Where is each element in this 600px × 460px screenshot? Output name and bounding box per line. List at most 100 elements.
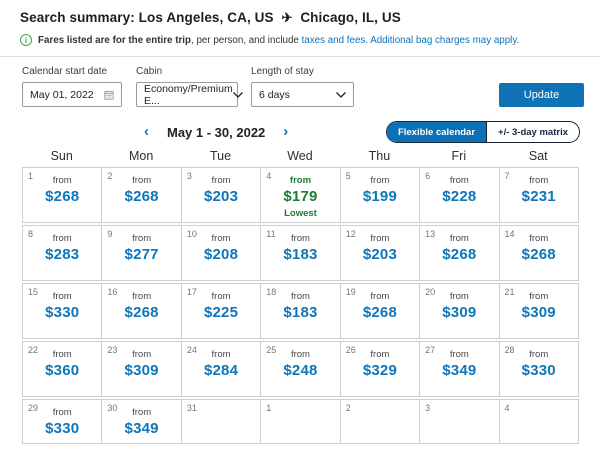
fare-cell-day-8[interactable]: 8 from $283 [22, 225, 103, 281]
fare-price: $329 [362, 362, 397, 379]
from-label: from [529, 349, 549, 360]
fare-cell-day-11[interactable]: 11 from $183 [260, 225, 341, 281]
prev-month-arrow[interactable]: ‹ [144, 123, 149, 140]
fare-cell-day-4[interactable]: 4 from $179 Lowest [260, 167, 341, 223]
fare-cell-day-24[interactable]: 24 from $284 [180, 341, 262, 397]
fare-cell-day-28[interactable]: 28 from $330 [498, 341, 579, 397]
empty-cell-day-3: 3 [419, 399, 500, 444]
start-date-field: Calendar start date May 01, 2022 [22, 66, 122, 107]
from-label: from [449, 349, 469, 360]
fare-cell-day-12[interactable]: 12 from $203 [339, 225, 421, 281]
three-day-matrix-toggle[interactable]: +/- 3-day matrix [486, 122, 579, 142]
fare-price: $268 [124, 188, 159, 205]
taxes-fees-link[interactable]: taxes and fees. [301, 34, 369, 46]
fare-price: $248 [283, 362, 318, 379]
notice-bold: Fares listed are for the entire trip [38, 34, 191, 46]
fare-cell-day-20[interactable]: 20 from $309 [419, 283, 500, 339]
fare-price: $330 [45, 304, 80, 321]
bag-charges-link[interactable]: Additional bag charges may apply. [370, 34, 520, 46]
fare-cell-day-25[interactable]: 25 from $248 [260, 341, 341, 397]
fare-cell-day-6[interactable]: 6 from $228 [419, 167, 500, 223]
flexible-calendar-toggle[interactable]: Flexible calendar [386, 122, 487, 142]
day-header-fri: Fri [451, 149, 467, 163]
fare-cell-day-26[interactable]: 26 from $329 [339, 341, 421, 397]
day-number: 27 [425, 345, 436, 355]
day-number: 6 [425, 171, 431, 181]
title-prefix: Search summary: [20, 10, 135, 25]
fare-cell-day-1[interactable]: 1 from $268 [22, 167, 103, 223]
day-number: 2 [345, 403, 351, 413]
fare-price: $183 [283, 304, 318, 321]
from-label: from [52, 175, 72, 186]
fare-cell-day-2[interactable]: 2 from $268 [101, 167, 182, 223]
fare-cell-day-23[interactable]: 23 from $309 [101, 341, 182, 397]
fare-cell-day-3[interactable]: 3 from $203 [180, 167, 262, 223]
length-of-stay-select[interactable]: 6 days [251, 82, 354, 107]
day-number: 14 [504, 229, 515, 239]
fare-price: $208 [203, 246, 239, 263]
day-number: 18 [266, 287, 277, 297]
fare-price: $330 [521, 362, 556, 379]
fare-cell-day-16[interactable]: 16 from $268 [101, 283, 182, 339]
fare-cell-day-30[interactable]: 30 from $349 [101, 399, 182, 444]
day-number: 1 [28, 171, 34, 181]
from-label: from [370, 291, 390, 302]
day-number: 10 [186, 229, 197, 239]
day-number: 26 [345, 345, 356, 355]
fare-cell-day-27[interactable]: 27 from $349 [419, 341, 500, 397]
day-number: 31 [186, 403, 197, 413]
fare-price: $284 [203, 362, 239, 379]
calendar-grid: 1 from $268 2 from $268 3 from $203 4 from $179 Lowe… [22, 167, 579, 444]
from-label: from [52, 233, 72, 244]
empty-cell-day-4: 4 [498, 399, 579, 444]
from-label: from [132, 407, 152, 418]
fare-price: $268 [442, 246, 477, 263]
day-number: 23 [107, 345, 118, 355]
start-date-input[interactable]: May 01, 2022 [22, 82, 122, 107]
day-number: 8 [28, 229, 34, 239]
fare-cell-day-7[interactable]: 7 from $231 [498, 167, 579, 223]
notice-text: Fares listed are for the entire trip, pe… [38, 35, 519, 46]
fare-cell-day-10[interactable]: 10 from $208 [180, 225, 262, 281]
fare-cell-day-22[interactable]: 22 from $360 [22, 341, 103, 397]
fare-cell-day-18[interactable]: 18 from $183 [260, 283, 341, 339]
fare-price: $183 [283, 246, 318, 263]
calendar-week: 29 from $330 30 from $349 31 1 2 3 4 [22, 399, 579, 444]
from-label: from [529, 175, 549, 186]
length-of-stay-field: Length of stay 6 days [251, 66, 354, 107]
next-month-arrow[interactable]: › [283, 123, 289, 140]
fare-cell-day-29[interactable]: 29 from $330 [22, 399, 103, 444]
fare-cell-day-17[interactable]: 17 from $225 [180, 283, 262, 339]
fare-cell-day-5[interactable]: 5 from $199 [339, 167, 421, 223]
from-label: from [211, 291, 231, 302]
day-number: 28 [504, 345, 515, 355]
fare-cell-day-9[interactable]: 9 from $277 [101, 225, 182, 281]
fare-price: $203 [203, 188, 239, 205]
from-label: from [290, 233, 310, 244]
month-navigation: ‹ May 1 - 30, 2022 › [142, 121, 290, 143]
destination-city: Chicago, IL, US [300, 10, 401, 25]
from-label: from [290, 291, 310, 302]
day-number: 13 [425, 229, 436, 239]
cabin-label: Cabin [136, 66, 163, 77]
calendar-nav: ‹ May 1 - 30, 2022 › Flexible calendar +… [0, 121, 600, 145]
day-number: 30 [107, 403, 118, 413]
fare-cell-day-21[interactable]: 21 from $309 [498, 283, 579, 339]
length-of-stay-value: 6 days [259, 88, 290, 101]
cabin-select[interactable]: Economy/Premium E... [136, 82, 243, 107]
day-number: 3 [186, 171, 192, 181]
from-label: from [132, 349, 152, 360]
fare-price: $309 [124, 362, 159, 379]
empty-cell-day-2: 2 [339, 399, 421, 444]
from-label: from [449, 175, 469, 186]
fare-cell-day-14[interactable]: 14 from $268 [498, 225, 579, 281]
fare-cell-day-19[interactable]: 19 from $268 [339, 283, 421, 339]
cabin-value: Economy/Premium E... [144, 82, 233, 107]
day-header-wed: Wed [287, 149, 313, 163]
from-label: from [290, 349, 310, 360]
update-button[interactable]: Update [499, 83, 584, 107]
day-number: 7 [504, 171, 510, 181]
fare-cell-day-13[interactable]: 13 from $268 [419, 225, 500, 281]
fare-cell-day-15[interactable]: 15 from $330 [22, 283, 103, 339]
fare-price: $199 [362, 188, 397, 205]
